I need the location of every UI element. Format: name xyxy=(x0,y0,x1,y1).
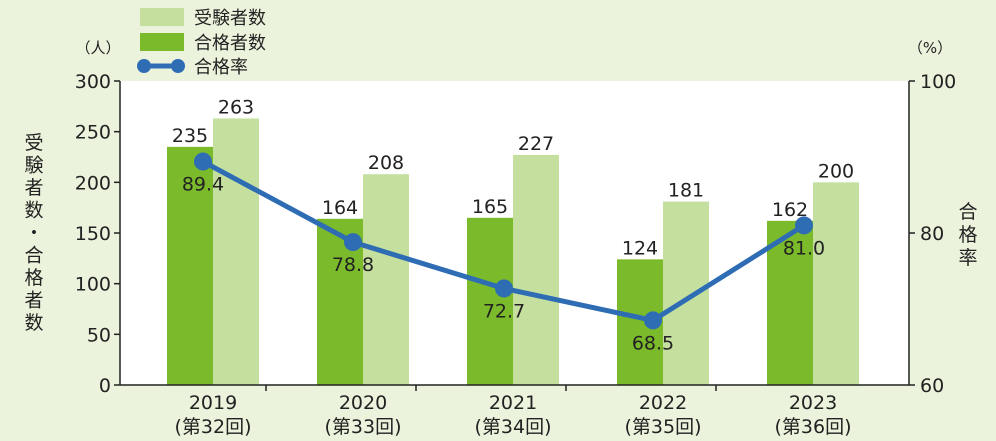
label-applicants-2: 227 xyxy=(518,133,554,155)
y-left-tick-label-3: 150 xyxy=(75,223,111,245)
y-left-title-char-2: 者 xyxy=(24,177,43,199)
label-applicants-1: 208 xyxy=(368,152,404,174)
x-tick-label-line-4-1: (第36回) xyxy=(774,416,851,438)
y-left-tick-label-2: 100 xyxy=(75,274,111,296)
x-tick-label-0: 2019 (第32回) xyxy=(174,392,251,438)
label-passed-4: 162 xyxy=(772,199,808,221)
x-tick-label-2: 2021 (第34回) xyxy=(474,392,551,438)
label-applicants-3: 181 xyxy=(668,180,704,202)
label-passed-0: 235 xyxy=(172,125,208,147)
bar-applicants-4 xyxy=(813,182,859,385)
legend-swatch-passed xyxy=(140,33,184,51)
y-right-title-char-1: 格 xyxy=(958,224,977,246)
y-left-title-char-7: 者 xyxy=(24,290,43,312)
rate-label-1: 78.8 xyxy=(332,254,374,276)
y-left-title-char-3: 数 xyxy=(24,200,43,222)
y-right-title-char-2: 率 xyxy=(958,247,977,269)
bar-applicants-3 xyxy=(663,201,709,385)
y-left-title-char-0: 受 xyxy=(24,132,43,154)
rate-label-4: 81.0 xyxy=(783,237,825,259)
y-left-unit: （人） xyxy=(75,39,120,57)
x-tick-label-line-3-1: (第35回) xyxy=(624,416,701,438)
label-passed-1: 164 xyxy=(322,197,358,219)
legend-label-applicants: 受験者数 xyxy=(194,8,266,29)
x-tick-label-line-2-1: (第34回) xyxy=(474,416,551,438)
y-left-title-char-5: 合 xyxy=(24,245,43,267)
x-tick-label-line-4-0: 2023 xyxy=(789,392,837,414)
rate-label-3: 68.5 xyxy=(632,332,674,354)
bar-passed-4 xyxy=(767,220,813,385)
rate-point-2 xyxy=(495,279,513,298)
legend-swatch-applicants xyxy=(140,8,184,26)
legend-point-rate-b xyxy=(171,59,185,73)
y-left-title-char-8: 数 xyxy=(24,312,43,334)
rate-label-2: 72.7 xyxy=(483,300,525,322)
label-passed-3: 124 xyxy=(622,237,658,259)
bar-applicants-1 xyxy=(363,174,409,385)
x-tick-label-line-0-0: 2019 xyxy=(189,392,237,414)
x-tick-label-4: 2023 (第36回) xyxy=(774,392,851,438)
x-tick-label-line-1-0: 2020 xyxy=(339,392,387,414)
x-tick-label-line-0-1: (第32回) xyxy=(174,416,251,438)
y-left-title-char-4: ・ xyxy=(24,222,43,244)
bar-passed-2 xyxy=(467,217,513,385)
y-right-tick-label-2: 100 xyxy=(920,71,956,93)
y-left-title-char-1: 験 xyxy=(24,155,43,177)
bar-applicants-2 xyxy=(513,154,559,385)
y-right-tick-label-0: 60 xyxy=(920,375,944,397)
x-tick-label-1: 2020 (第33回) xyxy=(324,392,401,438)
label-applicants-0: 263 xyxy=(218,96,254,118)
y-left-tick-label-6: 300 xyxy=(75,71,111,93)
rate-point-0 xyxy=(194,152,212,171)
y-right-tick-label-1: 80 xyxy=(920,223,944,245)
rate-label-0: 89.4 xyxy=(182,174,224,196)
x-tick-label-3: 2022 (第35回) xyxy=(624,392,701,438)
rate-point-4 xyxy=(795,216,813,235)
y-right-title-char-0: 合 xyxy=(958,201,977,223)
y-right-title: 合格率 xyxy=(958,201,977,269)
y-left-tick-label-4: 200 xyxy=(75,172,111,194)
rate-line xyxy=(194,152,813,330)
y-left-tick-label-0: 0 xyxy=(99,375,111,397)
x-tick-label-line-2-0: 2021 xyxy=(489,392,537,414)
y-right-unit: （%） xyxy=(908,39,952,57)
legend-label-passed: 合格者数 xyxy=(194,33,266,54)
x-tick-label-line-3-0: 2022 xyxy=(639,392,687,414)
label-passed-2: 165 xyxy=(472,196,508,218)
legend-label-rate: 合格率 xyxy=(194,57,248,78)
y-left-title: 受験者数・合格者数 xyxy=(24,132,43,334)
legend-point-rate-a xyxy=(137,59,151,73)
rate-point-1 xyxy=(344,233,362,252)
x-tick-label-line-1-1: (第33回) xyxy=(324,416,401,438)
label-applicants-4: 200 xyxy=(818,160,854,182)
data-labels: 235 263 164 208 165 227 124 181 162 200 89.4 78.8 72… xyxy=(172,96,854,354)
bar-passed-0 xyxy=(167,146,213,385)
rate-point-3 xyxy=(644,311,662,330)
y-left-title-char-6: 格 xyxy=(24,267,43,289)
bar-applicants-0 xyxy=(213,118,259,385)
y-left-tick-label-1: 50 xyxy=(87,324,111,346)
y-left-tick-label-5: 250 xyxy=(75,122,111,144)
